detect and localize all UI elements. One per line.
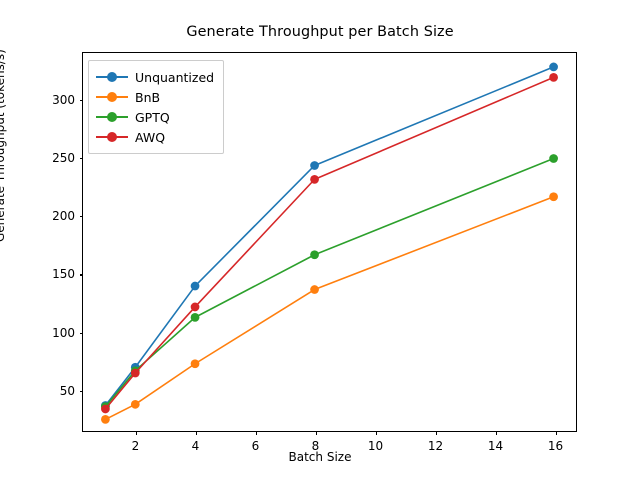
x-tick-mark: [315, 431, 317, 435]
y-tick-label: 100: [52, 325, 75, 340]
legend-dot: [107, 92, 117, 102]
y-tick-label: 200: [52, 209, 75, 224]
data-point: [190, 302, 200, 312]
data-point: [549, 72, 558, 82]
y-tick-mark: [79, 274, 83, 276]
y-tick-mark: [79, 391, 83, 393]
data-point: [549, 192, 558, 202]
chart-title: Generate Throughput per Batch Size: [186, 24, 454, 40]
data-point: [310, 285, 319, 294]
data-point: [190, 312, 200, 322]
x-tick-label: 2: [131, 439, 140, 453]
y-tick-mark: [79, 332, 83, 334]
legend-label: Unquantized: [135, 69, 215, 85]
x-tick-mark: [135, 431, 137, 435]
legend-label: GPTQ: [135, 109, 170, 125]
data-point: [190, 281, 200, 291]
data-point: [130, 368, 140, 378]
series-line: [104, 195, 555, 421]
data-point: [549, 154, 558, 163]
y-tick-mark: [79, 216, 83, 218]
legend-marker-icon: [96, 90, 128, 104]
y-axis-label: Generate Throughput (tokens/s): [0, 49, 7, 242]
x-tick-mark: [255, 431, 257, 435]
legend-item-bnb[interactable]: BnB: [96, 87, 214, 107]
legend-dot: [107, 112, 117, 122]
x-tick-mark: [495, 431, 497, 435]
legend-item-gptq[interactable]: GPTQ: [96, 107, 214, 127]
y-tick-label: 150: [52, 267, 75, 282]
x-tick-mark: [195, 431, 197, 435]
data-point: [310, 250, 319, 260]
plot-svg: [101, 62, 558, 424]
x-tick-mark: [375, 431, 377, 435]
data-point: [101, 404, 110, 414]
data-point: [130, 399, 140, 409]
x-tick-label: 12: [427, 439, 444, 453]
data-point: [310, 161, 319, 170]
chart-legend: Unquantized BnB GPTQ AWQ: [88, 60, 225, 154]
legend-label: AWQ: [135, 129, 166, 145]
y-tick-label: 300: [52, 92, 75, 107]
data-point: [190, 359, 200, 369]
data-point: [549, 62, 558, 72]
series-gptq: [101, 154, 558, 412]
x-tick-mark: [555, 431, 557, 435]
x-tick-label: 10: [367, 439, 384, 453]
legend-marker-icon: [96, 70, 128, 84]
x-axis-label: Batch Size: [288, 450, 352, 464]
legend-marker-icon: [96, 130, 128, 144]
series-line: [104, 157, 555, 408]
data-point: [101, 415, 110, 424]
x-tick-label: 6: [251, 439, 260, 453]
series-bnb: [101, 192, 558, 424]
legend-marker-icon: [96, 110, 128, 124]
x-tick-label: 8: [311, 439, 320, 453]
y-tick-mark: [79, 99, 83, 101]
data-point: [310, 175, 319, 184]
legend-label: BnB: [135, 89, 161, 105]
x-tick-label: 16: [547, 439, 564, 453]
legend-item-awq[interactable]: AWQ: [96, 127, 214, 147]
x-tick-mark: [435, 431, 437, 435]
legend-dot: [107, 72, 117, 82]
y-tick-mark: [79, 157, 83, 159]
legend-item-unquantized[interactable]: Unquantized: [96, 67, 214, 87]
legend-dot: [107, 132, 117, 142]
x-tick-label: 4: [191, 439, 200, 453]
y-tick-label: 250: [52, 150, 75, 165]
y-tick-label: 50: [59, 384, 75, 399]
series-awq: [101, 72, 558, 414]
x-tick-label: 14: [487, 439, 504, 453]
